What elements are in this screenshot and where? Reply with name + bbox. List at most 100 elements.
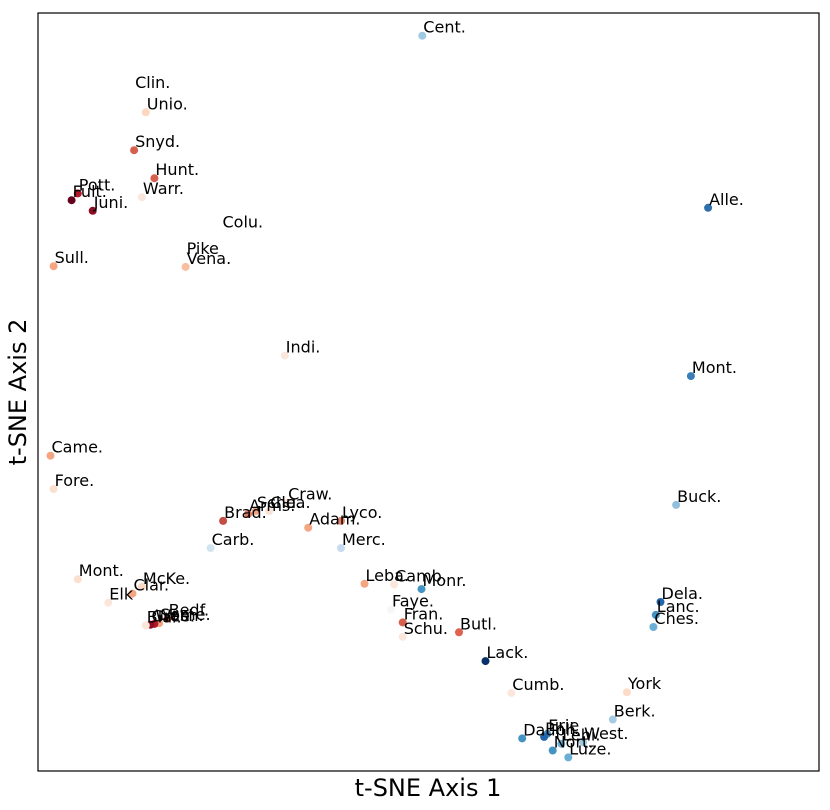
point-label-10: Colu. xyxy=(223,213,264,232)
point-label-2: Unio. xyxy=(147,94,188,113)
point-45 xyxy=(455,628,463,637)
point-label-52: Dauph. xyxy=(523,720,581,739)
point-50 xyxy=(608,715,617,724)
point-label-47: Lack. xyxy=(487,643,529,662)
point-label-42: Blai. xyxy=(147,608,182,627)
point-label-41: Gree. xyxy=(152,607,195,626)
point-label-8: Juni. xyxy=(93,193,129,212)
point-label-28: Mont. xyxy=(79,561,124,580)
point-31 xyxy=(390,580,399,589)
point-53 xyxy=(540,732,549,741)
point-3 xyxy=(130,146,139,155)
point-57 xyxy=(564,753,573,762)
point-label-39: Some. xyxy=(160,605,210,624)
point-12 xyxy=(49,262,58,271)
point-49 xyxy=(507,688,516,697)
point-label-50: Berk. xyxy=(614,702,656,721)
point-56 xyxy=(548,746,557,755)
point-43 xyxy=(398,618,407,627)
point-label-37: Lanc. xyxy=(657,597,700,616)
point-label-51: Erie xyxy=(548,716,579,735)
point-16 xyxy=(46,451,55,460)
point-label-44: Ches. xyxy=(654,609,699,628)
point-label-15: Mont. xyxy=(692,358,737,377)
point-label-40: Wash. xyxy=(155,606,203,625)
point-0 xyxy=(418,31,427,40)
point-30 xyxy=(360,579,369,588)
point-label-57: Luze. xyxy=(569,739,611,758)
point-21 xyxy=(251,507,260,515)
point-15 xyxy=(686,372,695,381)
points-layer xyxy=(46,31,713,762)
point-label-26: Carb. xyxy=(212,530,255,549)
point-label-55: West. xyxy=(584,724,628,743)
point-48 xyxy=(622,688,631,697)
point-14 xyxy=(280,351,289,360)
point-label-29: McKe. xyxy=(143,569,190,588)
point-5 xyxy=(73,189,82,198)
point-label-0: Cent. xyxy=(423,18,466,37)
point-label-32: Monr. xyxy=(423,571,467,590)
point-4 xyxy=(150,174,159,183)
point-label-30: Leba. xyxy=(366,566,410,585)
point-19 xyxy=(283,498,292,507)
point-label-18: Buck. xyxy=(677,487,721,506)
point-label-56: Nort. xyxy=(554,733,594,752)
point-label-20: Clea. xyxy=(270,493,310,512)
point-6 xyxy=(137,193,146,202)
point-label-38: Bedf. xyxy=(169,601,210,620)
point-label-3: Snyd. xyxy=(135,132,180,151)
point-7 xyxy=(67,196,76,205)
point-54 xyxy=(557,739,566,748)
point-label-21: Schu. xyxy=(257,493,301,512)
point-44 xyxy=(649,623,658,631)
point-label-13: Vena. xyxy=(187,249,232,268)
point-33 xyxy=(128,589,137,598)
point-label-48: York xyxy=(627,674,662,693)
point-27 xyxy=(337,544,345,553)
point-label-43: Fran. xyxy=(404,604,444,623)
point-label-34: Elk xyxy=(109,585,134,604)
point-24 xyxy=(219,516,228,525)
point-29 xyxy=(137,582,146,591)
point-32 xyxy=(417,585,426,594)
point-label-54: Lehi. xyxy=(562,726,600,745)
point-label-35: Faye. xyxy=(392,592,434,611)
point-36 xyxy=(656,598,665,606)
point-2 xyxy=(141,108,150,117)
x-axis-title: t-SNE Axis 1 xyxy=(355,774,502,802)
point-38 xyxy=(163,614,172,623)
point-label-7: Fult. xyxy=(73,182,107,201)
point-label-16: Came. xyxy=(52,438,104,457)
y-axis-title: t-SNE Axis 2 xyxy=(4,319,32,466)
point-13 xyxy=(181,262,190,271)
point-label-49: Cumb. xyxy=(512,675,564,694)
point-28 xyxy=(73,575,82,584)
point-46 xyxy=(398,632,407,641)
point-55 xyxy=(579,738,588,747)
point-17 xyxy=(49,485,58,493)
point-label-14: Indi. xyxy=(286,338,321,357)
plot-frame xyxy=(37,12,820,772)
point-label-33: Clar. xyxy=(134,576,170,595)
point-label-9: Alle. xyxy=(709,190,744,209)
point-9 xyxy=(704,203,713,212)
point-1 xyxy=(130,87,139,96)
point-label-31: Camb. xyxy=(395,567,447,586)
point-label-23: Lyco. xyxy=(342,503,382,522)
point-label-19: Craw. xyxy=(288,485,332,504)
point-label-12: Sull. xyxy=(55,248,89,267)
point-10 xyxy=(217,226,226,235)
point-label-25: Adam. xyxy=(309,510,360,529)
labels-layer: Cent. Clin. Unio. Snyd. Hunt. Pott. Warr. Fult.… xyxy=(52,18,744,759)
point-42 xyxy=(141,621,150,630)
point-label-17: Fore. xyxy=(55,471,95,490)
point-label-22: Arms. xyxy=(249,496,295,515)
point-label-24: Brad. xyxy=(224,503,267,522)
point-label-1: Clin. xyxy=(135,73,170,92)
point-label-6: Warr. xyxy=(143,179,184,198)
point-22 xyxy=(244,510,253,518)
point-47 xyxy=(481,657,490,666)
point-34 xyxy=(104,598,113,607)
point-52 xyxy=(518,734,527,743)
